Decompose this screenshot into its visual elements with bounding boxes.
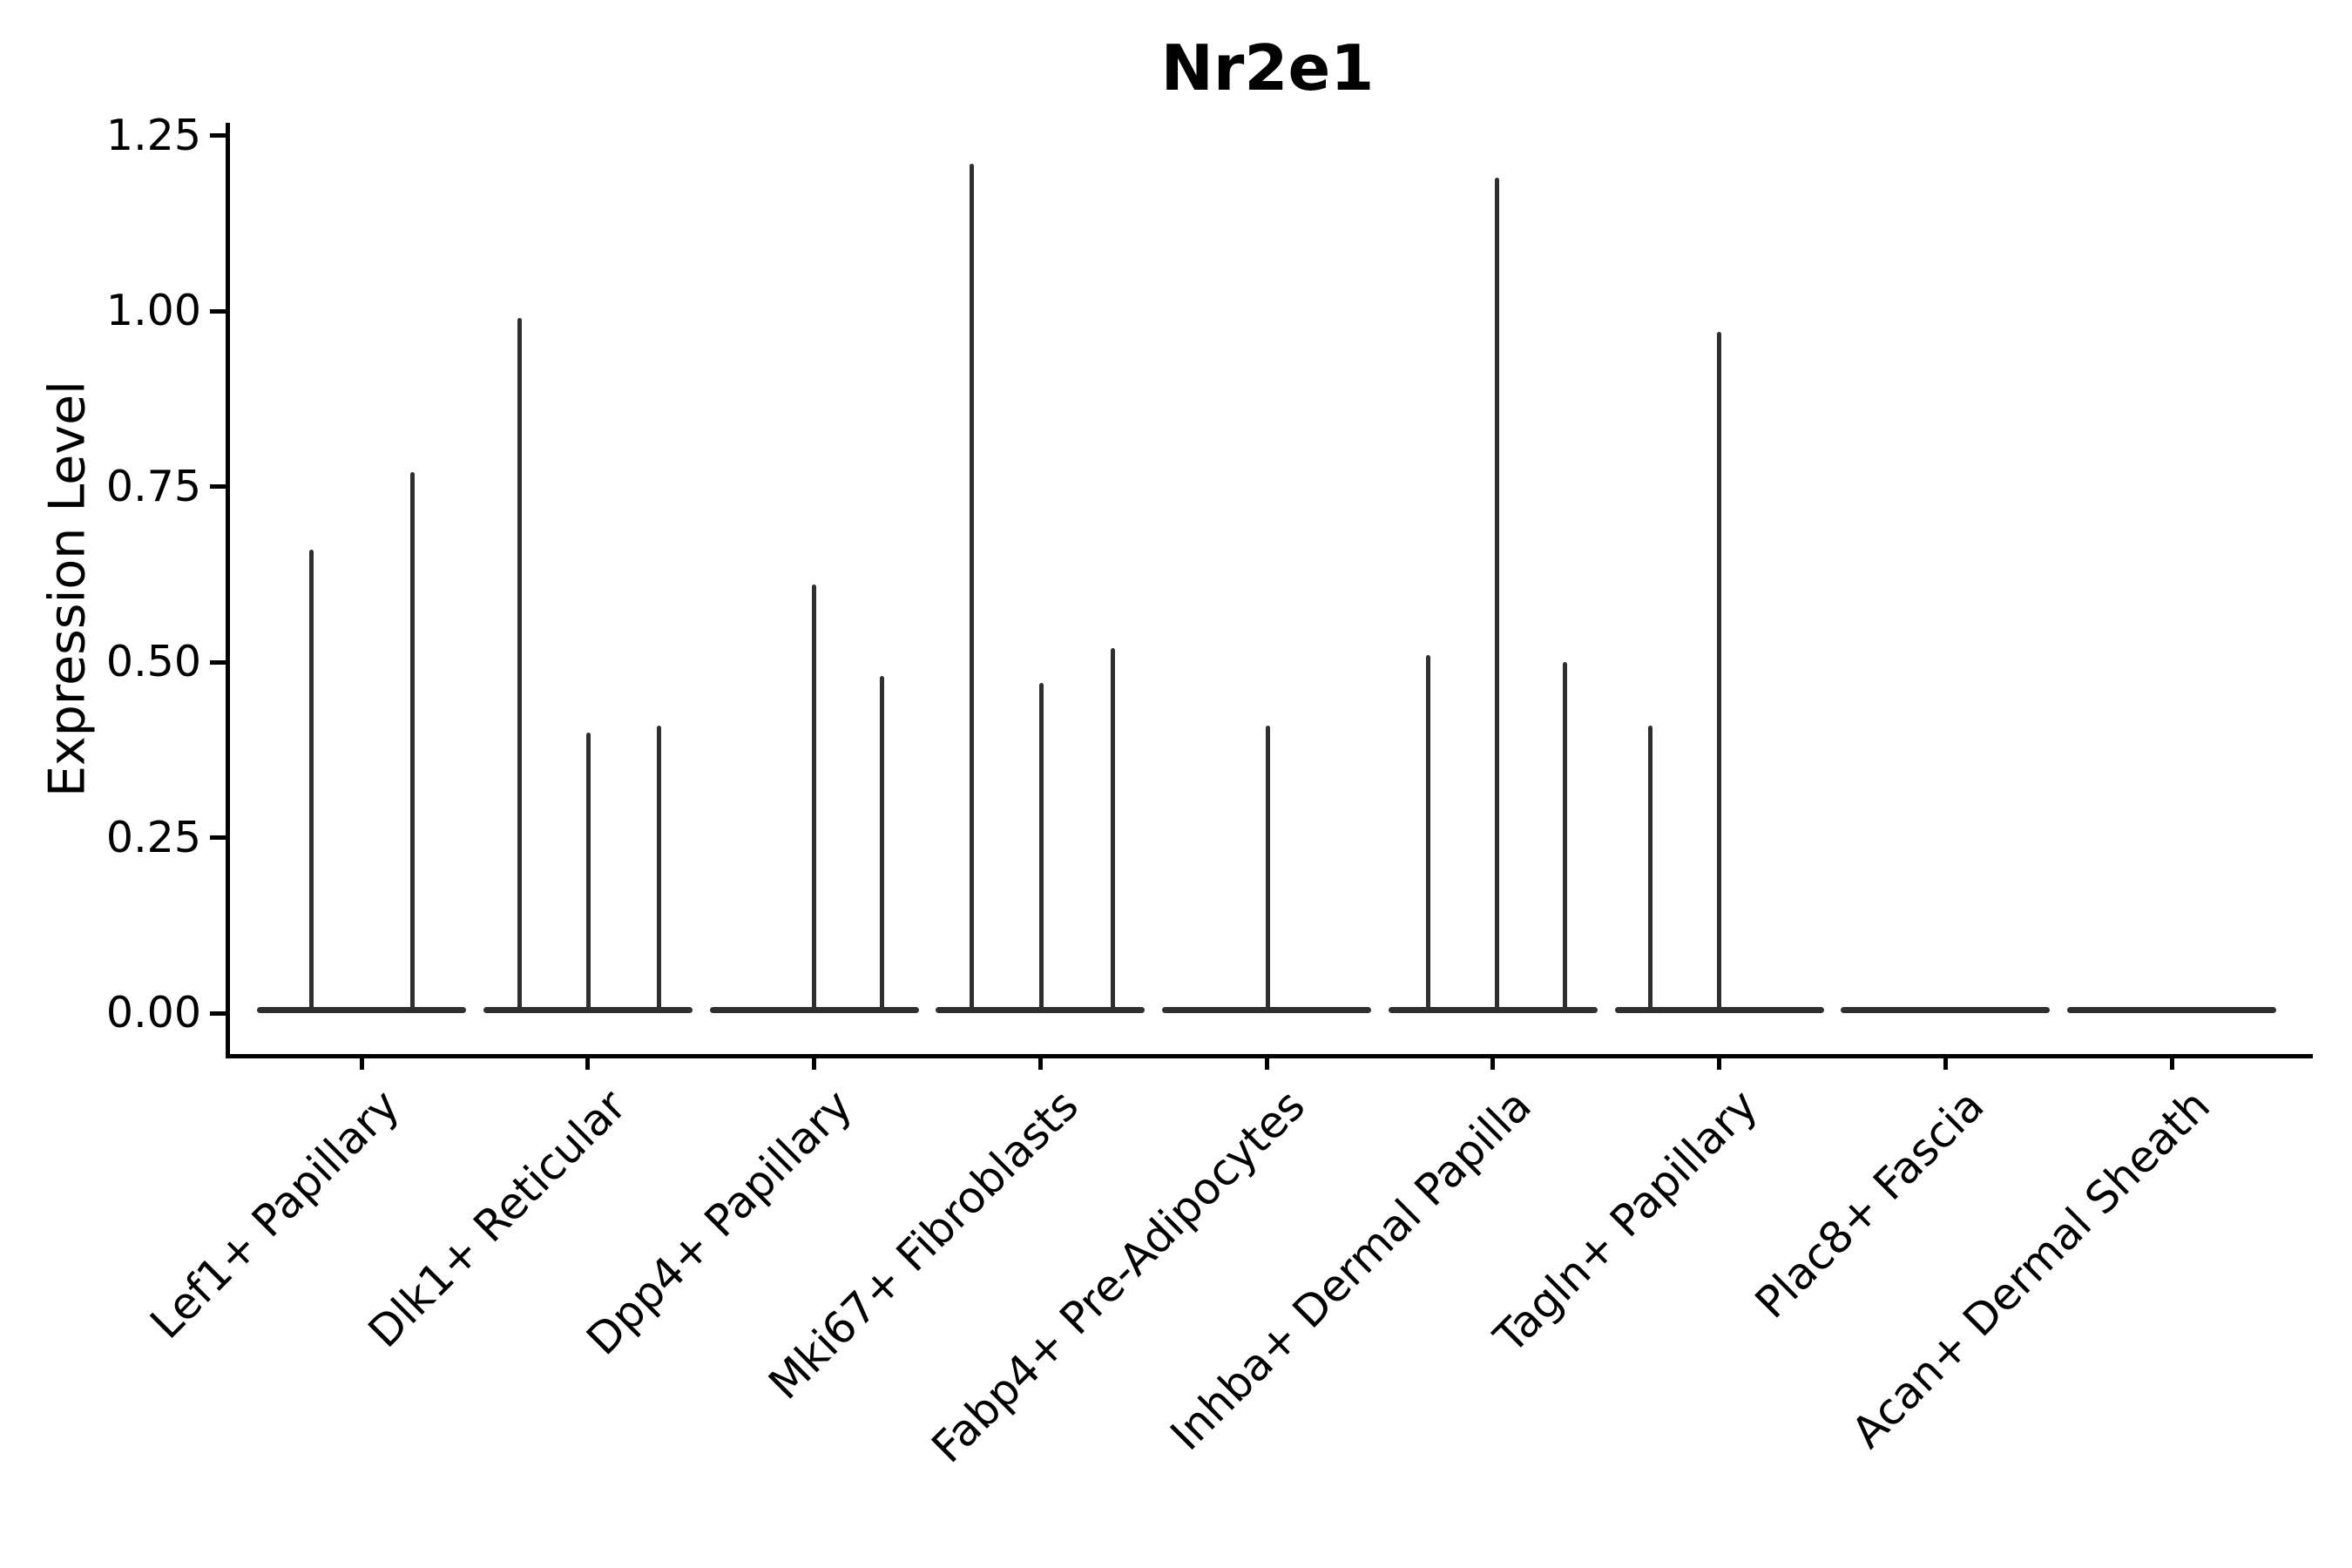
x-tick-mark (1037, 1054, 1043, 1070)
violin-baseline (2067, 1007, 2276, 1013)
y-tick-mark (210, 835, 226, 840)
violin-baseline (1388, 1007, 1598, 1013)
violin-spike (1495, 177, 1500, 1010)
y-tick-mark (210, 659, 226, 665)
y-tick-mark (210, 133, 226, 138)
y-tick-mark (210, 1010, 226, 1016)
x-tick-mark (1717, 1054, 1721, 1070)
violin-baseline (1841, 1007, 2051, 1013)
violin-spike (1648, 725, 1652, 1010)
x-tick-mark (1943, 1054, 1948, 1070)
violin-spike (1110, 647, 1115, 1010)
violin-spike (1717, 332, 1721, 1010)
x-tick-mark (1264, 1054, 1269, 1070)
violin-spike (586, 732, 591, 1010)
violin-spike (812, 585, 816, 1010)
violin-baseline (257, 1007, 466, 1013)
violin-spike (308, 550, 314, 1010)
y-tick-label: 1.25 (105, 110, 201, 160)
violin-spike (657, 725, 662, 1010)
plot-area (226, 123, 2313, 1058)
x-tick-mark (812, 1054, 816, 1070)
chart-title: Nr2e1 (1160, 31, 1375, 105)
x-tick-label: Lef1+ Papillary (140, 1079, 409, 1348)
y-tick-label: 1.00 (105, 286, 201, 335)
y-tick-label: 0.75 (105, 461, 201, 511)
x-tick-mark (1490, 1054, 1496, 1070)
x-tick-label: Plac8+ Fascia (1745, 1079, 1994, 1328)
y-axis-label: Expression Level (38, 381, 97, 797)
y-tick-label: 0.00 (105, 988, 201, 1037)
violin-spike (1563, 662, 1568, 1010)
violin-spike (517, 318, 523, 1010)
violin-spike (969, 163, 974, 1010)
y-tick-mark (210, 308, 226, 314)
x-tick-label: Fabp4+ Pre-Adipocytes (922, 1079, 1315, 1473)
x-tick-mark (2169, 1054, 2174, 1070)
violin-spike (409, 472, 415, 1010)
violin-spike (1038, 683, 1044, 1010)
violin-spike (1426, 654, 1431, 1010)
y-tick-label: 0.25 (105, 812, 201, 862)
x-tick-mark (585, 1054, 591, 1070)
x-tick-mark (359, 1054, 364, 1070)
violin-spike (880, 676, 884, 1010)
violin-spike (1265, 725, 1270, 1010)
y-tick-mark (210, 484, 226, 489)
y-tick-label: 0.50 (105, 637, 201, 686)
